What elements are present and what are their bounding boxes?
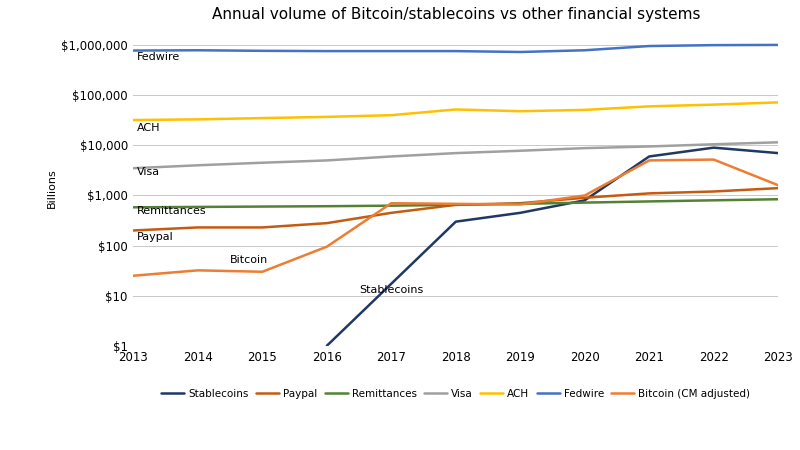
Visa [386,154,396,159]
Text: Paypal: Paypal [137,233,174,243]
Line: Remittances: Remittances [134,199,778,207]
Stablecoins [322,343,332,348]
Text: Visa: Visa [137,167,160,177]
Visa [451,150,461,156]
Text: Fedwire: Fedwire [137,52,180,62]
Stablecoins [580,198,590,203]
Paypal [515,201,525,206]
Legend: Stablecoins, Paypal, Remittances, Visa, ACH, Fedwire, Bitcoin (CM adjusted): Stablecoins, Paypal, Remittances, Visa, … [162,389,750,399]
Line: Paypal: Paypal [134,188,778,230]
Text: Bitcoin: Bitcoin [230,255,268,265]
ACH [645,104,654,109]
Remittances [386,203,396,208]
Remittances [515,201,525,207]
Remittances [709,198,718,203]
Paypal [709,189,718,194]
Text: ACH: ACH [137,123,160,133]
Remittances [580,200,590,205]
Fedwire [129,48,138,53]
Stablecoins [645,154,654,159]
Visa [515,148,525,153]
Visa [193,162,202,168]
Y-axis label: Billions: Billions [47,168,57,208]
Paypal [322,220,332,226]
ACH [580,107,590,112]
Fedwire [193,48,202,53]
Line: Fedwire: Fedwire [134,45,778,52]
ACH [322,114,332,120]
Remittances [451,202,461,207]
ACH [129,117,138,123]
Text: Remittances: Remittances [137,206,206,216]
Visa [580,145,590,151]
Line: Bitcoin (CM adjusted): Bitcoin (CM adjusted) [134,160,778,276]
Remittances [129,205,138,210]
ACH [193,117,202,122]
Paypal [258,225,267,230]
Paypal [386,210,396,216]
Fedwire [258,48,267,54]
ACH [451,107,461,112]
Line: ACH: ACH [134,103,778,120]
Bitcoin (CM adjusted) [322,244,332,249]
Stablecoins [515,210,525,216]
Visa [129,166,138,171]
Paypal [774,185,783,191]
Visa [322,158,332,163]
ACH [709,102,718,107]
ACH [258,115,267,121]
Paypal [580,195,590,200]
Bitcoin (CM adjusted) [451,201,461,207]
Fedwire [451,49,461,54]
ACH [386,112,396,118]
Bitcoin (CM adjusted) [645,158,654,163]
Bitcoin (CM adjusted) [258,269,267,274]
Paypal [193,225,202,230]
Fedwire [515,50,525,55]
Visa [709,142,718,147]
Line: Visa: Visa [134,142,778,168]
Fedwire [322,49,332,54]
Bitcoin (CM adjusted) [709,157,718,162]
Title: Annual volume of Bitcoin/stablecoins vs other financial systems: Annual volume of Bitcoin/stablecoins vs … [211,7,700,22]
Bitcoin (CM adjusted) [193,268,202,273]
Paypal [129,228,138,233]
ACH [515,108,525,114]
Remittances [774,197,783,202]
Stablecoins [709,145,718,150]
Stablecoins [774,150,783,156]
Remittances [193,204,202,210]
Bitcoin (CM adjusted) [515,202,525,207]
Remittances [258,204,267,209]
Bitcoin (CM adjusted) [386,201,396,206]
Paypal [645,191,654,196]
Text: Stablecoins: Stablecoins [359,285,423,295]
Fedwire [386,49,396,54]
Visa [258,160,267,166]
ACH [774,100,783,105]
Fedwire [580,48,590,53]
Remittances [322,203,332,209]
Visa [645,144,654,149]
Paypal [451,202,461,207]
Bitcoin (CM adjusted) [580,193,590,198]
Remittances [645,199,654,204]
Fedwire [774,42,783,48]
Line: Stablecoins: Stablecoins [327,148,778,346]
Fedwire [645,43,654,49]
Visa [774,140,783,145]
Bitcoin (CM adjusted) [774,183,783,188]
Fedwire [709,42,718,48]
Stablecoins [451,219,461,225]
Bitcoin (CM adjusted) [129,273,138,279]
